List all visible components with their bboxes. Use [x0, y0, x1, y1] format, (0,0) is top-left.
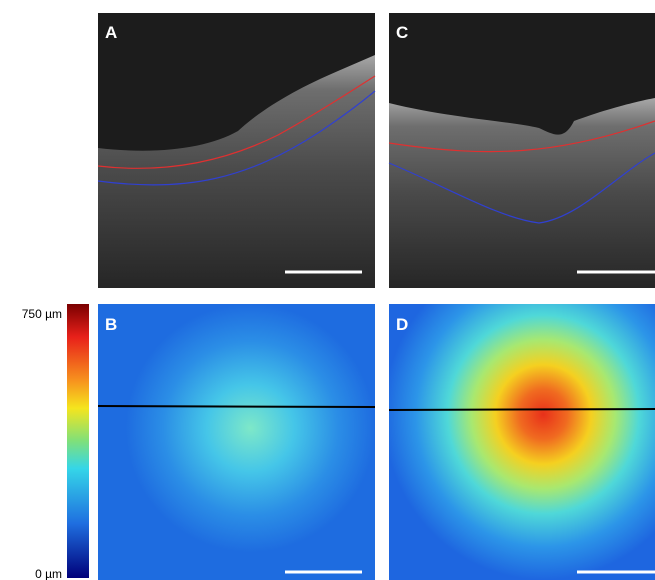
- figure: A C 750 µm 0 µm B D: [0, 0, 655, 580]
- panel-a: A: [98, 13, 375, 288]
- thickness-map: [389, 304, 655, 580]
- colorbar-min-label: 0 µm: [35, 567, 62, 580]
- panel-d: D: [389, 304, 655, 580]
- panel-label: C: [396, 23, 408, 42]
- colorbar: [67, 304, 89, 578]
- panel-b: B: [98, 304, 375, 580]
- panel-c: C: [389, 13, 655, 288]
- panel-label: A: [105, 23, 117, 42]
- panel-label: D: [396, 315, 408, 334]
- retina: [389, 98, 655, 288]
- thickness-map: [98, 304, 375, 580]
- scan-line: [389, 409, 655, 410]
- scan-line: [98, 406, 375, 407]
- colorbar-max-label: 750 µm: [22, 307, 62, 321]
- panel-label: B: [105, 315, 117, 334]
